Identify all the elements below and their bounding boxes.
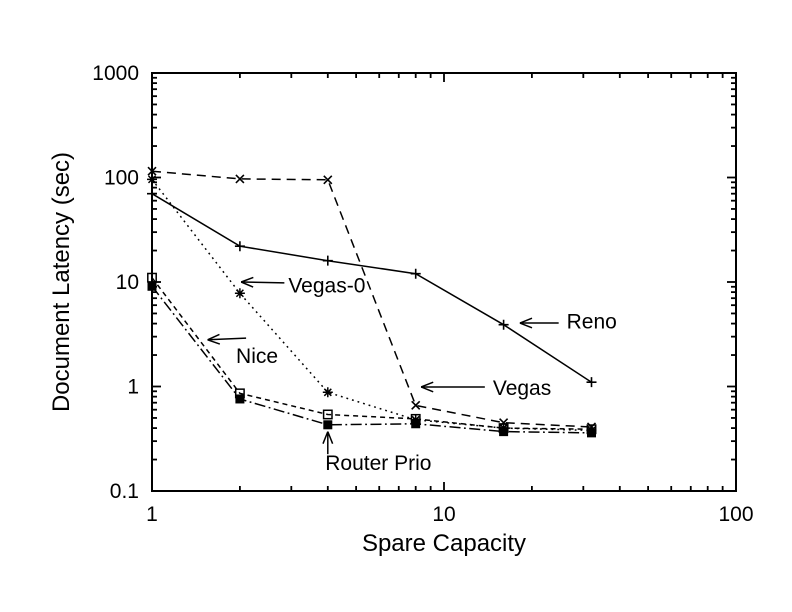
annotation-arrow-head [207, 333, 220, 341]
axis-ticks [151, 72, 737, 492]
annotation-vegas: Vegas [420, 377, 551, 400]
annotation-vegas-0: Vegas-0 [240, 275, 365, 298]
annotation-label: Reno [567, 310, 617, 333]
x-tick-label: 10 [432, 503, 455, 526]
series-markers-reno [147, 188, 597, 388]
x-axis-title: Spare Capacity [361, 530, 527, 557]
y-tick-label: 100 [104, 167, 139, 190]
x-tick-label: 100 [718, 503, 753, 526]
annotation-arrow-head [207, 339, 221, 345]
annotation-arrow-head [420, 381, 434, 388]
annotation-label: Vegas-0 [288, 275, 365, 298]
annotation-label: Router Prio [325, 452, 431, 475]
annotation-router-prio: Router Prio [322, 431, 431, 475]
y-tick-label: 1 [127, 376, 139, 399]
annotation-label: Nice [236, 345, 278, 368]
annotation-arrow-head [519, 322, 533, 329]
annotation-arrow-head [240, 276, 254, 283]
annotation-arrow-head [327, 431, 334, 444]
annotation-nice: Nice [207, 333, 278, 368]
y-tick-label: 10 [116, 271, 139, 294]
series-line-router-prio [151, 285, 592, 434]
tick-labels: 1 10 100 0.1 1 10 100 1000 [92, 62, 753, 526]
series-markers-router-prio [147, 281, 597, 438]
annotation-arrow-head [240, 281, 254, 288]
plot-frame [151, 72, 737, 492]
annotation-label: Vegas [493, 377, 551, 400]
x-tick-label: 1 [146, 503, 158, 526]
annotation-reno: Reno [519, 310, 617, 333]
annotation-arrow-head [420, 386, 434, 393]
annotation-arrow-head [322, 431, 329, 444]
annotation-arrow-shaft [241, 281, 285, 284]
series-line-nice [151, 277, 592, 430]
y-axis-title: Document Latency (sec) [48, 151, 75, 413]
y-tick-label: 1000 [92, 62, 139, 85]
y-tick-label: 0.1 [110, 480, 139, 503]
series-markers-nice [147, 272, 597, 435]
annotation-arrow-shaft [207, 337, 247, 341]
series-line-reno [151, 193, 592, 383]
annotation-arrow-head [519, 317, 533, 324]
